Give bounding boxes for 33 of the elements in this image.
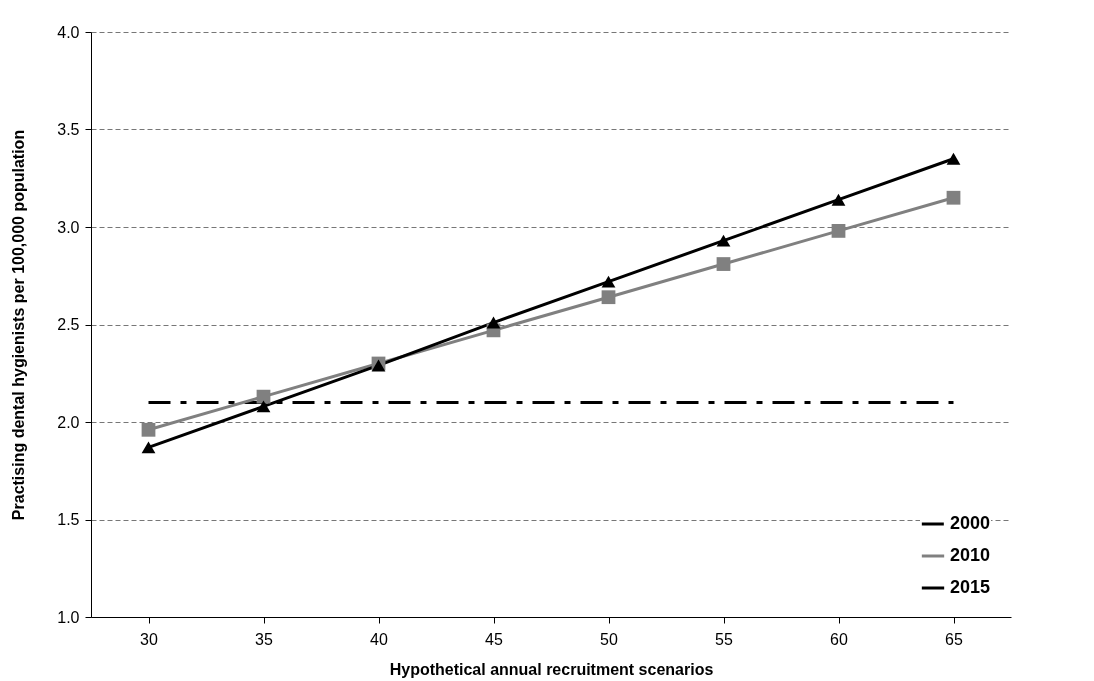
x-tick-label: 40 bbox=[370, 630, 388, 648]
legend-label: 2000 bbox=[950, 513, 991, 533]
x-tick-label: 30 bbox=[140, 630, 158, 648]
point bbox=[256, 400, 271, 413]
x-axis-title: Hypothetical annual recruitment scenarios bbox=[389, 660, 714, 678]
y-tick-label: 3.0 bbox=[57, 218, 80, 236]
x-tick-label: 60 bbox=[830, 630, 848, 648]
x-tick-label: 35 bbox=[255, 630, 273, 648]
point bbox=[831, 224, 846, 238]
y-tick-label: 3.5 bbox=[57, 121, 80, 138]
point bbox=[601, 275, 616, 288]
point bbox=[141, 441, 156, 454]
x-tick-label: 55 bbox=[715, 630, 733, 648]
y-tick-label: 4.0 bbox=[57, 23, 80, 41]
point bbox=[486, 316, 501, 329]
point bbox=[946, 152, 961, 165]
point bbox=[256, 389, 271, 404]
y-tick-label: 2.5 bbox=[57, 316, 80, 333]
point bbox=[716, 257, 731, 271]
y-tick-label: 1.5 bbox=[57, 511, 80, 528]
x-tick-label: 65 bbox=[945, 630, 963, 648]
legend-label: 2010 bbox=[950, 545, 991, 565]
legend-label: 2015 bbox=[950, 577, 991, 597]
y-tick-label: 2.0 bbox=[57, 413, 80, 431]
x-tick-label: 50 bbox=[600, 630, 618, 648]
point bbox=[946, 190, 961, 205]
y-tick-label: 1.0 bbox=[57, 608, 80, 626]
point bbox=[141, 422, 156, 437]
point bbox=[601, 290, 616, 305]
point bbox=[716, 234, 731, 247]
y-axis-title: Practising dental hygienists per 100,000 population bbox=[10, 129, 28, 521]
point bbox=[831, 193, 846, 206]
x-tick-label: 45 bbox=[485, 630, 503, 648]
